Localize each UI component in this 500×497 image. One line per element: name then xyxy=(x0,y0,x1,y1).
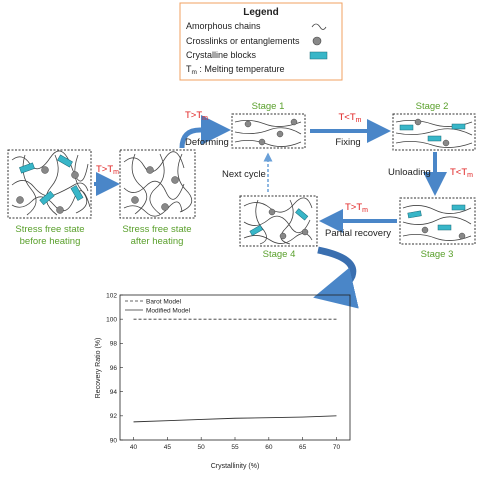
recovery-ratio-chart: 90 92 94 96 98 100 102 40 45 50 55 60 65 70 Crystall… xyxy=(95,292,351,470)
y-tick-label: 102 xyxy=(106,292,117,299)
label-stage-3: Stage 3 xyxy=(421,249,454,260)
y-tick-label: 94 xyxy=(110,389,118,396)
y-tick-label: 92 xyxy=(110,413,118,420)
legend-item-crosslinks: Crosslinks or entanglements xyxy=(186,36,300,46)
y-tick-label: 100 xyxy=(106,316,117,323)
squiggle-icon xyxy=(311,23,327,30)
label-stage-4: Stage 4 xyxy=(263,249,296,260)
arrow-deforming xyxy=(179,115,231,149)
y-tick-label: 98 xyxy=(110,341,118,348)
x-tick-label: 50 xyxy=(198,444,206,451)
x-axis-label: Crystallinity (%) xyxy=(211,463,260,470)
x-tick-label: 65 xyxy=(299,444,307,451)
x-tick-label: 55 xyxy=(231,444,239,451)
label-deform-condition: T>Tm xyxy=(185,110,208,122)
box-stage-4 xyxy=(239,195,318,247)
y-axis-label: Recovery Ratio (%) xyxy=(95,338,102,399)
x-tick-label: 45 xyxy=(164,444,172,451)
label-fix-condition: T<Tm xyxy=(339,112,362,124)
label-unload-condition: T<Tm xyxy=(450,167,473,179)
box-stage-2 xyxy=(392,113,476,151)
x-tick-label: 60 xyxy=(265,444,273,451)
label-after-heating-2: after heating xyxy=(131,236,184,247)
label-stage-2: Stage 2 xyxy=(416,101,449,112)
legend-modified-label: Modified Model xyxy=(146,308,191,315)
legend-box: Legend Amorphous chains Crosslinks or en… xyxy=(179,2,343,81)
label-after-heating-1: Stress free state xyxy=(122,224,191,235)
teal-block-icon xyxy=(309,51,328,60)
gray-dot-icon xyxy=(312,36,322,46)
legend-item-crystalline: Crystalline blocks xyxy=(186,50,257,60)
box-stress-free-after xyxy=(119,149,196,219)
box-stage-3 xyxy=(399,197,476,245)
x-tick-label: 40 xyxy=(130,444,138,451)
legend-melting-temp: Tm : Melting temperature xyxy=(186,64,284,76)
y-tick-label: 90 xyxy=(110,437,118,444)
series-line-modified xyxy=(133,415,337,423)
x-tick-label: 70 xyxy=(333,444,341,451)
label-next-cycle: Next cycle xyxy=(222,169,266,180)
box-stage-1 xyxy=(231,113,306,149)
label-unloading: Unloading xyxy=(388,167,431,178)
box-stress-free-before xyxy=(7,149,92,219)
legend-title: Legend xyxy=(243,7,279,18)
chart-legend: Barot Model Modified Model xyxy=(125,299,191,315)
label-heat-condition: T>Tm xyxy=(96,164,119,176)
legend-item-amorphous: Amorphous chains xyxy=(186,21,261,31)
y-tick-label: 96 xyxy=(110,365,118,372)
label-stage-1: Stage 1 xyxy=(252,101,285,112)
arrow-to-chart xyxy=(313,246,359,309)
label-before-heating-2: before heating xyxy=(20,236,81,247)
label-partial-recovery: Partial recovery xyxy=(325,228,391,239)
label-fixing: Fixing xyxy=(335,137,360,148)
label-deforming: Deforming xyxy=(185,137,229,148)
legend-barot-label: Barot Model xyxy=(146,299,182,306)
label-before-heating-1: Stress free state xyxy=(15,224,84,235)
label-recovery-condition: T>Tm xyxy=(345,202,368,214)
